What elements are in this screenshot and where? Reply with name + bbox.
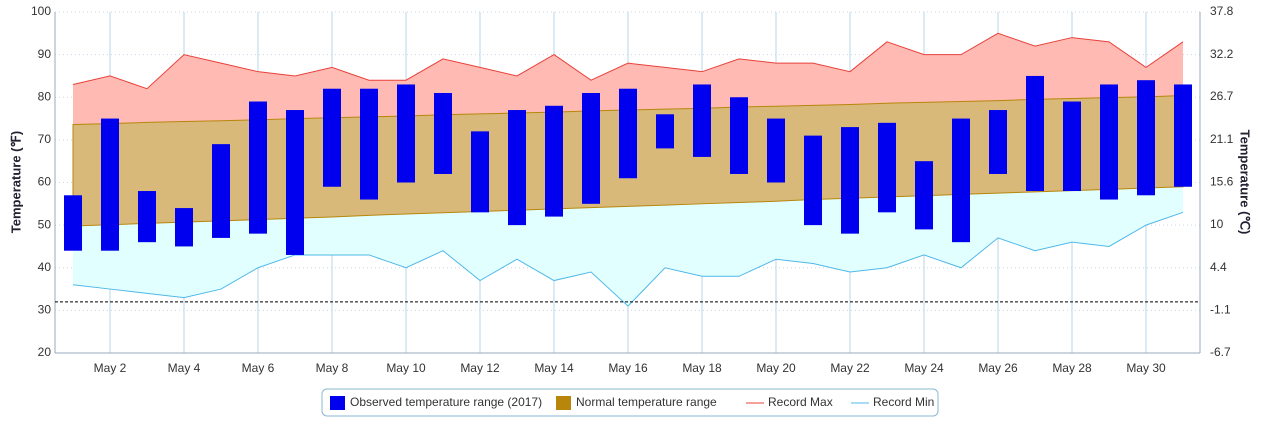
observed-bar [730, 97, 748, 174]
observed-bar [212, 144, 230, 238]
observed-bar [1137, 80, 1155, 196]
observed-bar [175, 208, 193, 247]
legend-label: Observed temperature range (2017) [350, 395, 542, 409]
x-tick-label: May 28 [1052, 361, 1092, 375]
record-line [72, 32, 1184, 90]
observed-bar [360, 88, 378, 200]
observed-bar [1063, 101, 1081, 192]
x-tick-label: May 18 [682, 361, 722, 375]
observed-bar [138, 191, 156, 243]
y2-tick-label: 4.4 [1210, 260, 1227, 274]
y-tick-label: 80 [38, 89, 52, 103]
observed-bar [989, 110, 1007, 174]
observed-bar [508, 110, 526, 226]
observed-bar [841, 127, 859, 234]
x-tick-label: May 4 [168, 361, 201, 375]
observed-bar [693, 84, 711, 157]
y2-tick-label: 37.8 [1210, 4, 1234, 18]
legend-item[interactable]: Observed temperature range (2017) [330, 395, 542, 410]
legend-label: Record Max [768, 395, 833, 409]
y-tick-label: 100 [31, 4, 51, 18]
y2-tick-label: -6.7 [1210, 345, 1231, 359]
observed-bar [434, 92, 452, 174]
observed-bar [471, 131, 489, 213]
x-tick-label: May 14 [534, 361, 574, 375]
legend-swatch [556, 396, 571, 410]
y-tick-label: 70 [38, 132, 52, 146]
x-tick-label: May 12 [460, 361, 500, 375]
legend-item[interactable]: Record Min [851, 395, 934, 409]
y2-tick-label: 10 [1210, 217, 1224, 231]
observed-bar [915, 161, 933, 230]
x-tick-label: May 16 [608, 361, 648, 375]
observed-bar [64, 195, 82, 251]
x-tick-label: May 26 [978, 361, 1018, 375]
legend-label: Normal temperature range [576, 395, 717, 409]
y-axis-title: Temperature (℉) [8, 131, 23, 233]
x-tick-label: May 20 [756, 361, 796, 375]
observed-bar [656, 114, 674, 149]
x-tick-label: May 10 [386, 361, 426, 375]
record-line [72, 211, 1184, 307]
legend-item[interactable]: Normal temperature range [556, 395, 717, 410]
y-tick-label: 40 [38, 260, 52, 274]
observed-bar [1100, 84, 1118, 200]
y-tick-label: 20 [38, 345, 52, 359]
observed-bar [1026, 75, 1044, 192]
observed-bar [952, 118, 970, 243]
observed-bar [619, 88, 637, 179]
x-tick-label: May 22 [830, 361, 870, 375]
y2-tick-label: -1.1 [1210, 302, 1231, 316]
observed-bar [101, 118, 119, 251]
observed-bar [878, 122, 896, 213]
x-tick-label: May 6 [242, 361, 275, 375]
observed-bar [545, 105, 563, 217]
observed-bar [323, 88, 341, 187]
legend-label: Record Min [873, 395, 934, 409]
y2-tick-label: 15.6 [1210, 174, 1234, 188]
x-tick-label: May 30 [1126, 361, 1166, 375]
y2-tick-label: 26.7 [1210, 89, 1234, 103]
y2-tick-label: 32.2 [1210, 47, 1234, 61]
observed-bar [397, 84, 415, 183]
x-tick-label: May 2 [94, 361, 127, 375]
observed-bar [249, 101, 267, 234]
y-tick-label: 50 [38, 217, 52, 231]
y-tick-label: 90 [38, 47, 52, 61]
x-tick-label: May 8 [316, 361, 349, 375]
x-tick-label: May 24 [904, 361, 944, 375]
record-max-area [73, 33, 1183, 125]
legend-swatch [330, 396, 345, 410]
y2-tick-label: 21.1 [1210, 132, 1234, 146]
legend-item[interactable]: Record Max [746, 395, 833, 409]
legend-box [321, 388, 939, 417]
y-tick-label: 30 [38, 303, 52, 317]
observed-bar [1174, 84, 1192, 187]
observed-bar [804, 135, 822, 226]
observed-bar [767, 118, 785, 183]
y2-axis-title: Temperature (℃) [1238, 130, 1253, 235]
observed-bar [582, 92, 600, 204]
y-tick-label: 60 [38, 175, 52, 189]
observed-bar [286, 110, 304, 255]
